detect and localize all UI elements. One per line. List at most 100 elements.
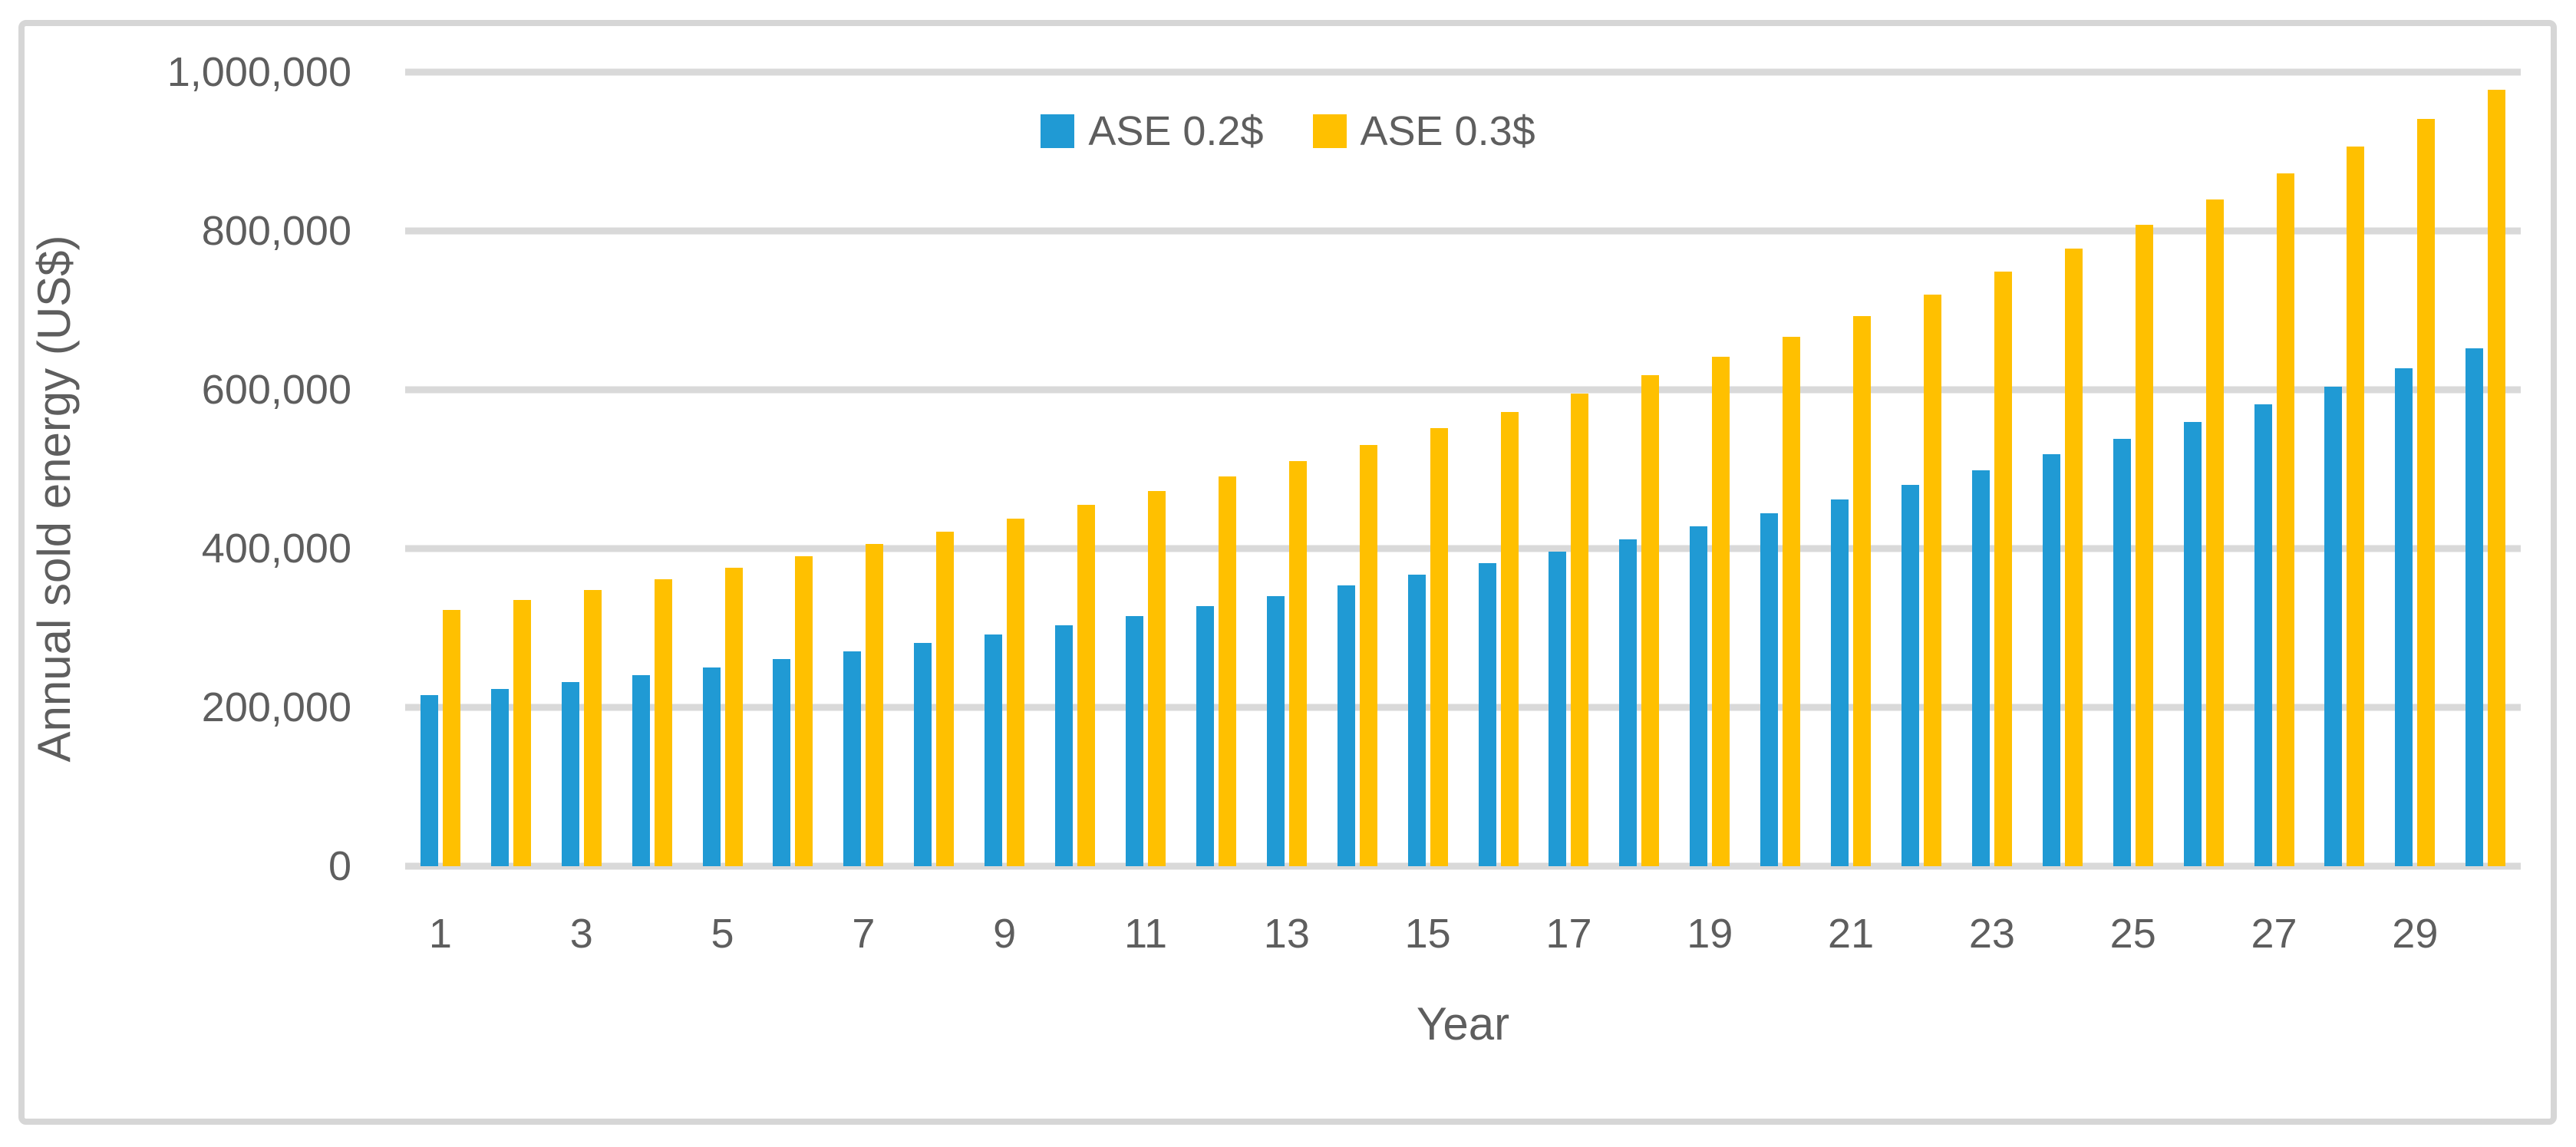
x-tick-label-20 <box>1745 910 1816 957</box>
bar-ase-0-3--year-30 <box>2488 90 2506 866</box>
bar-ase-0-3--year-4 <box>654 579 672 866</box>
bar-ase-0-2--year-29 <box>2395 368 2413 866</box>
bar-ase-0-2--year-22 <box>1901 485 1919 866</box>
gridline-200000 <box>405 704 2521 711</box>
bar-ase-0-2--year-17 <box>1549 552 1567 866</box>
y-tick-label-200000: 200,000 <box>201 684 351 730</box>
bar-ase-0-3--year-1 <box>442 610 460 866</box>
bar-ase-0-3--year-14 <box>1359 445 1377 866</box>
bar-ase-0-3--year-23 <box>1994 272 2012 866</box>
bar-ase-0-2--year-28 <box>2324 387 2343 866</box>
x-tick-label-15: 15 <box>1404 911 1451 957</box>
bar-ase-0-3--year-25 <box>2135 225 2153 866</box>
bar-ase-0-3--year-29 <box>2417 119 2436 866</box>
bar-ase-0-2--year-11 <box>1126 616 1144 866</box>
x-tick-label-2 <box>476 910 546 957</box>
bar-ase-0-2--year-10 <box>1055 625 1074 866</box>
x-tick-label-9: 9 <box>993 911 1017 957</box>
bar-ase-0-2--year-21 <box>1831 499 1849 866</box>
gridline-400000 <box>405 545 2521 552</box>
bar-ase-0-2--year-2 <box>490 689 509 866</box>
x-tick-label-30 <box>2450 910 2521 957</box>
bar-ase-0-2--year-4 <box>632 675 650 866</box>
x-axis-title: Year <box>1416 998 1510 1050</box>
bar-group-year-24 <box>2027 72 2098 866</box>
x-tick-label-11: 11 <box>1123 911 1168 957</box>
x-tick-label-25: 25 <box>2109 911 2156 957</box>
y-tick-label-400000: 400,000 <box>201 526 351 572</box>
bar-group-year-14 <box>1322 72 1393 866</box>
x-tick-label-3: 3 <box>569 911 593 957</box>
gridline-800000 <box>405 227 2521 235</box>
bar-group-year-1 <box>405 72 476 866</box>
x-tick-label-22 <box>1886 910 1957 957</box>
legend-label-ase-03: ASE 0.3$ <box>1360 108 1535 154</box>
bar-ase-0-3--year-22 <box>1923 295 1941 866</box>
x-tick-label-1: 1 <box>428 911 452 957</box>
bar-group-year-13 <box>1252 72 1322 866</box>
legend-item-ase-02: ASE 0.2$ <box>1041 107 1264 155</box>
bar-group-year-29 <box>2380 72 2450 866</box>
bar-group-year-23 <box>1957 72 2027 866</box>
bar-ase-0-3--year-12 <box>1218 476 1236 866</box>
bar-ase-0-2--year-9 <box>985 634 1003 866</box>
legend-swatch-ase-03-icon <box>1312 114 1347 148</box>
bar-group-year-6 <box>758 72 829 866</box>
legend: ASE 0.2$ ASE 0.3$ <box>0 107 2576 155</box>
y-axis-tick-labels: 1,000,000 800,000 600,000 400,000 200,000 0 <box>0 0 351 1147</box>
bar-ase-0-2--year-23 <box>1971 470 1990 866</box>
y-tick-label-600000: 600,000 <box>201 367 351 413</box>
bar-ase-0-2--year-6 <box>773 659 791 866</box>
y-tick-label-1000000: 1,000,000 <box>167 49 351 95</box>
x-tick-label-29: 29 <box>2392 911 2439 957</box>
bar-ase-0-2--year-3 <box>561 682 579 866</box>
bar-ase-0-3--year-18 <box>1641 375 1660 866</box>
legend-item-ase-03: ASE 0.3$ <box>1312 107 1535 155</box>
bar-group-year-15 <box>1393 72 1463 866</box>
y-tick-label-0: 0 <box>328 843 351 889</box>
gridline-600000 <box>405 386 2521 394</box>
bar-ase-0-2--year-25 <box>2113 439 2131 866</box>
x-tick-label-12 <box>1181 910 1252 957</box>
bar-group-year-27 <box>2239 72 2310 866</box>
bar-ase-0-3--year-5 <box>724 568 743 866</box>
bar-ase-0-2--year-1 <box>420 695 438 866</box>
bar-ase-0-3--year-16 <box>1500 412 1519 866</box>
bar-ase-0-2--year-13 <box>1266 596 1285 866</box>
bar-ase-0-2--year-7 <box>843 651 862 866</box>
x-tick-label-17: 17 <box>1545 911 1592 957</box>
bar-group-year-12 <box>1181 72 1252 866</box>
x-tick-label-21: 21 <box>1828 911 1875 957</box>
bar-ase-0-2--year-12 <box>1196 606 1214 866</box>
bar-ase-0-2--year-14 <box>1337 585 1355 866</box>
bar-ase-0-3--year-27 <box>2276 173 2294 866</box>
bar-ase-0-3--year-8 <box>936 532 955 866</box>
x-axis-tick-labels: 1 3 5 7 9 11 13 15 17 19 21 23 25 27 29 <box>405 910 2521 957</box>
bar-ase-0-3--year-2 <box>513 600 531 866</box>
bar-ase-0-2--year-5 <box>702 667 721 866</box>
bar-group-year-26 <box>2169 72 2239 866</box>
gridline-1000000 <box>405 68 2521 76</box>
legend-label-ase-02: ASE 0.2$ <box>1088 108 1264 154</box>
x-tick-label-7: 7 <box>852 911 876 957</box>
bar-group-year-16 <box>1463 72 1534 866</box>
bar-ase-0-3--year-19 <box>1712 357 1730 866</box>
bar-ase-0-2--year-20 <box>1760 513 1779 866</box>
bar-ase-0-3--year-15 <box>1430 428 1448 866</box>
bar-group-year-28 <box>2309 72 2380 866</box>
bar-ase-0-2--year-27 <box>2254 404 2272 866</box>
bar-ase-0-3--year-28 <box>2347 147 2365 866</box>
bar-group-year-5 <box>688 72 758 866</box>
x-tick-label-27: 27 <box>2251 911 2297 957</box>
bar-ase-0-2--year-30 <box>2466 348 2484 866</box>
x-tick-label-14 <box>1322 910 1393 957</box>
bar-group-year-17 <box>1534 72 1605 866</box>
x-tick-label-16 <box>1463 910 1534 957</box>
bar-group-year-11 <box>1110 72 1181 866</box>
x-tick-label-26 <box>2169 910 2239 957</box>
bar-group-year-2 <box>476 72 546 866</box>
x-tick-label-5: 5 <box>711 911 734 957</box>
bar-ase-0-3--year-26 <box>2205 199 2224 866</box>
bar-ase-0-3--year-7 <box>866 544 884 866</box>
